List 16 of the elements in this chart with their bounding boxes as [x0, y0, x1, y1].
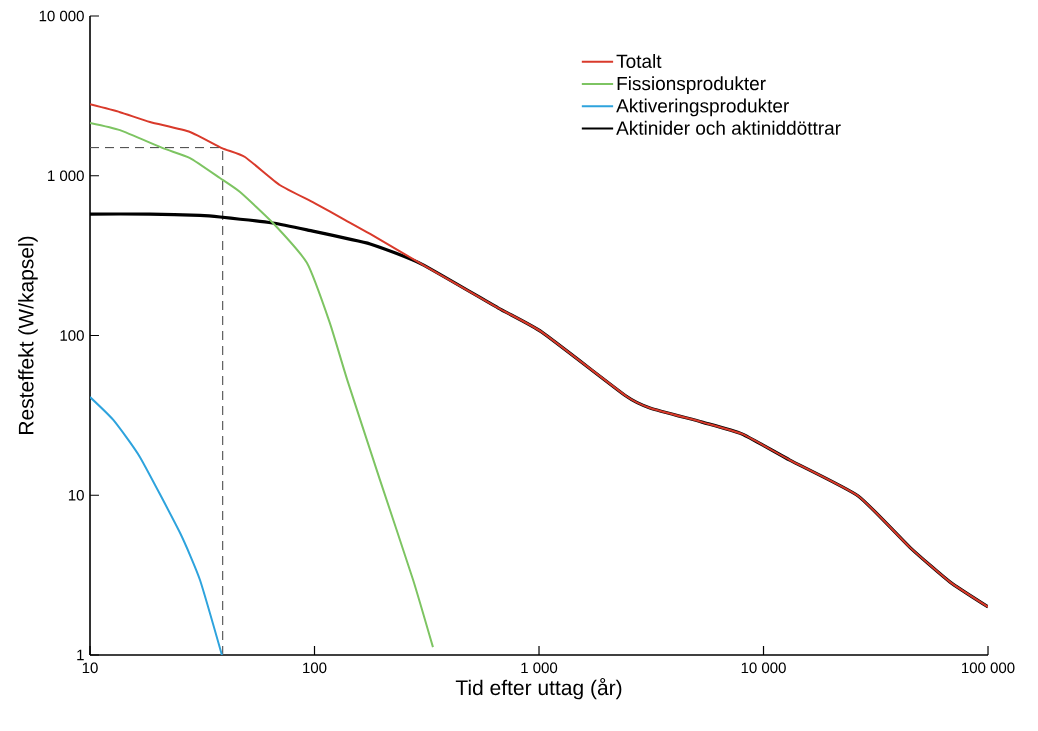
y-tick-label: 1: [77, 649, 84, 661]
x-tick-label: 100: [303, 662, 327, 674]
x-axis-title: Tid efter uttag (år): [455, 678, 622, 700]
legend-label: Aktinider och aktiniddöttrar: [616, 120, 841, 135]
legend-label: Aktiveringsprodukter: [616, 98, 789, 117]
x-tick-label: 10 000: [741, 662, 786, 674]
y-tick-label: 1 000: [48, 170, 84, 182]
legend-label: Fissionsprodukter: [617, 76, 766, 95]
legend-label: Totalt: [616, 54, 662, 69]
x-tick-label: 10: [82, 662, 98, 674]
x-tick-label: 1 000: [521, 662, 558, 674]
y-tick-label: 10 000: [39, 10, 84, 22]
x-tick-label: 100 000: [962, 662, 1015, 674]
y-tick-label: 100: [60, 330, 84, 341]
y-tick-label: 10: [68, 489, 84, 501]
y-axis-title: Resteffekt (W/kapsel): [18, 236, 38, 434]
